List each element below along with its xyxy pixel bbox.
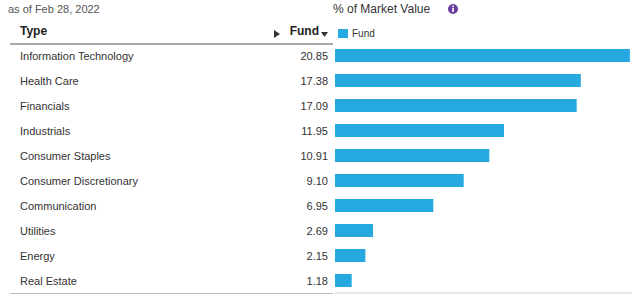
svg-text:11.95: 11.95 (301, 125, 328, 137)
svg-text:2.15: 2.15 (307, 250, 328, 262)
svg-text:2.69: 2.69 (307, 225, 328, 237)
svg-text:Industrials: Industrials (20, 125, 71, 137)
svg-text:Communication: Communication (20, 200, 96, 212)
svg-text:Energy: Energy (20, 250, 55, 262)
svg-text:10.91: 10.91 (300, 150, 328, 162)
svg-text:Type: Type (20, 24, 47, 38)
svg-text:Consumer Discretionary: Consumer Discretionary (20, 175, 138, 187)
svg-text:Fund: Fund (290, 24, 319, 38)
svg-text:20.85: 20.85 (300, 50, 328, 62)
svg-text:Financials: Financials (20, 100, 70, 112)
svg-text:9.10: 9.10 (307, 175, 328, 187)
svg-text:17.09: 17.09 (300, 100, 328, 112)
svg-text:Utilities: Utilities (20, 225, 56, 237)
svg-text:Information Technology: Information Technology (20, 50, 134, 62)
svg-text:Fund: Fund (352, 28, 375, 39)
svg-text:Health Care: Health Care (20, 75, 79, 87)
svg-text:as of Feb 28, 2022: as of Feb 28, 2022 (8, 3, 100, 15)
svg-text:17.38: 17.38 (300, 75, 328, 87)
svg-text:% of Market Value: % of Market Value (333, 2, 430, 16)
svg-text:6.95: 6.95 (307, 200, 328, 212)
svg-text:Consumer Staples: Consumer Staples (20, 150, 111, 162)
svg-text:Real Estate: Real Estate (20, 275, 77, 287)
svg-text:1.18: 1.18 (307, 275, 328, 287)
